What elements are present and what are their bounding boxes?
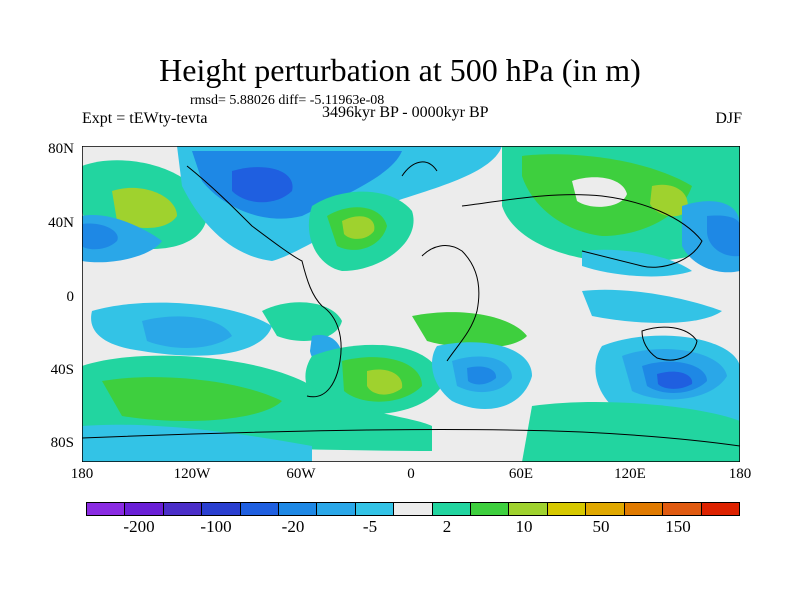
- coastline: [186, 165, 342, 398]
- contour-positive: [112, 187, 177, 228]
- colorbar-swatch: [355, 503, 395, 515]
- colorbar-label: 10: [515, 517, 533, 536]
- colorbar-swatch: [471, 503, 510, 515]
- colorbar-swatch: [163, 503, 203, 515]
- contour-negative: [142, 316, 232, 348]
- colorbar-label: -20: [281, 517, 305, 536]
- colorbar-swatch: [394, 503, 433, 515]
- period-label: 3496kyr BP - 0000kyr BP: [322, 104, 489, 121]
- stats-text: rmsd= 5.88026 diff= -5.11963e-08: [190, 93, 385, 108]
- colorbar-swatch: [701, 503, 739, 515]
- colorbar-label: -200: [123, 517, 155, 536]
- plot-title: Height perturbation at 500 hPa (in m): [159, 52, 641, 88]
- colorbar-swatch: [202, 503, 241, 515]
- colorbar-label: -100: [200, 517, 232, 536]
- colorbar-swatch: [547, 503, 587, 515]
- lat-tick: 80N: [48, 141, 74, 157]
- lat-tick: 0: [66, 289, 75, 305]
- coastline: [641, 326, 698, 361]
- lon-tick: 60W: [286, 466, 316, 482]
- season-label: DJF: [715, 110, 742, 127]
- contour-positive: [102, 377, 282, 421]
- colorbar: [86, 502, 740, 516]
- contour-negative: [582, 249, 692, 277]
- lon-tick: 120E: [614, 466, 646, 482]
- colorbar-swatch: [624, 503, 664, 515]
- contour-negative: [82, 424, 312, 462]
- colorbar-swatch: [509, 503, 548, 515]
- colorbar-swatch: [279, 503, 318, 515]
- contour-positive: [367, 369, 403, 395]
- contour-negative: [192, 151, 402, 219]
- coastline: [82, 429, 740, 447]
- colorbar-swatch: [317, 503, 356, 515]
- coastline: [461, 194, 703, 268]
- coastline: [401, 161, 480, 362]
- contour-positive: [342, 216, 375, 239]
- lon-tick: 180: [70, 466, 94, 482]
- lon-tick: 60E: [508, 466, 534, 482]
- colorbar-swatch: [87, 503, 126, 515]
- lon-tick: 0: [407, 466, 415, 482]
- contour-negative: [232, 167, 293, 203]
- lat-tick: 80S: [50, 435, 74, 451]
- contour-neutral: [572, 177, 627, 207]
- colorbar-swatch: [586, 503, 625, 515]
- lon-tick: 120W: [173, 466, 211, 482]
- lat-tick: 40N: [48, 215, 74, 231]
- colorbar-swatch: [432, 503, 472, 515]
- contour-negative: [467, 366, 497, 385]
- lon-tick: 180: [728, 466, 752, 482]
- contour-negative: [582, 289, 722, 323]
- contour-positive: [522, 401, 740, 462]
- contour-negative: [707, 215, 740, 257]
- colorbar-swatch: [240, 503, 280, 515]
- contour-negative: [657, 371, 693, 389]
- colorbar-swatch: [663, 503, 702, 515]
- contour-positive: [650, 184, 688, 217]
- experiment-label: Expt = tEWty-tevta: [82, 110, 208, 127]
- contour-negative: [82, 223, 118, 250]
- contour-map: [82, 146, 740, 462]
- colorbar-label: 150: [665, 517, 691, 536]
- colorbar-label: 2: [442, 517, 452, 536]
- colorbar-label: 50: [592, 517, 610, 536]
- contour-positive: [262, 302, 342, 341]
- colorbar-swatch: [125, 503, 164, 515]
- lat-tick: 40S: [50, 362, 74, 378]
- colorbar-label: -5: [362, 517, 378, 536]
